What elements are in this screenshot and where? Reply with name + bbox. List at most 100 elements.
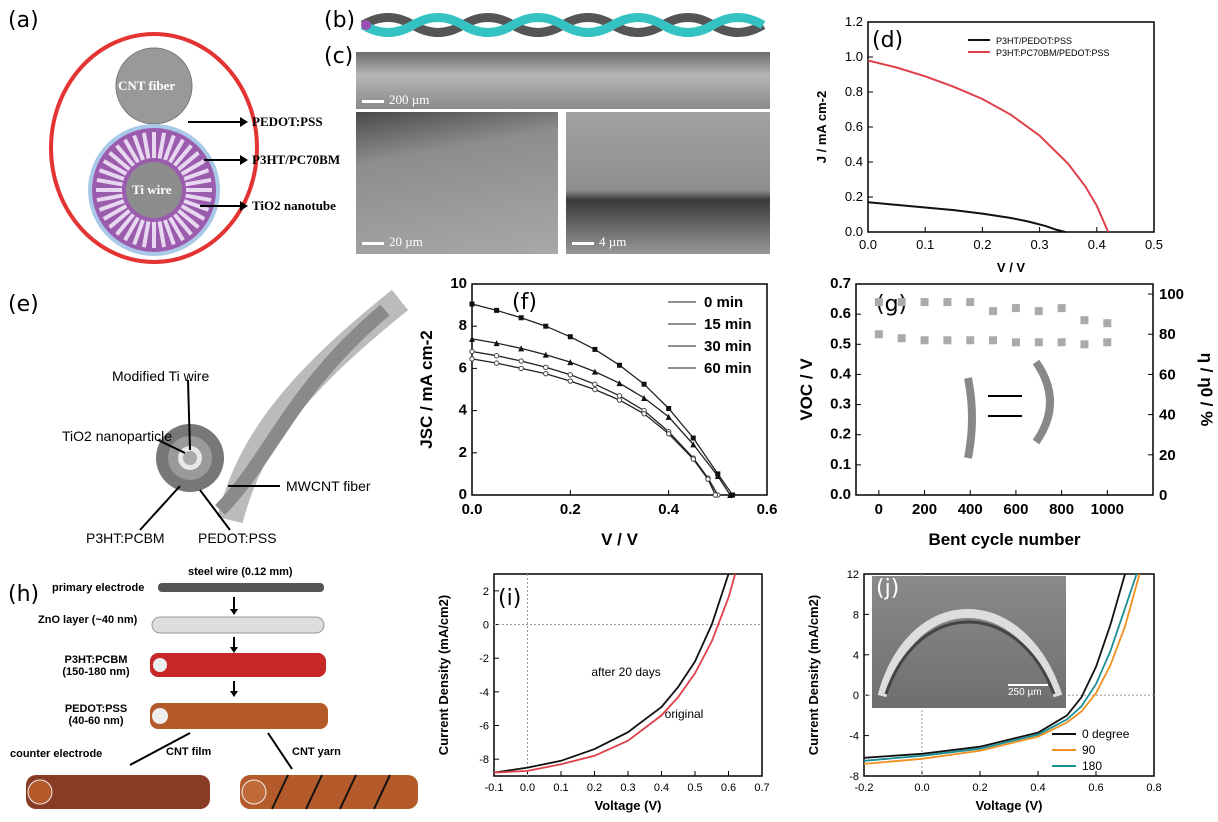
y-tick-label: 6 — [459, 359, 467, 376]
x-tick-label: 0.0 — [914, 782, 929, 794]
x-tick-label: 0.6 — [757, 501, 778, 518]
series-line-1 — [471, 338, 731, 496]
data-point — [469, 356, 475, 362]
data-point — [518, 345, 525, 352]
x-tick-label: 0.4 — [1030, 782, 1045, 794]
cnt-yarn-label: CNT yarn — [292, 746, 341, 758]
data-point — [518, 315, 524, 321]
panel-b-label: (b) — [324, 8, 356, 33]
legend-label: 60 min — [704, 360, 752, 377]
x-tick-label: 0.3 — [620, 782, 635, 794]
y-tick-label: 4 — [853, 650, 859, 662]
sem-image-right: 4 µm — [566, 112, 770, 254]
series-line-0 — [493, 573, 730, 774]
y2-tick-label: 0 — [1159, 487, 1167, 504]
x-tick-label: 200 — [912, 501, 937, 518]
y-axis-label: VOC / V — [797, 358, 816, 421]
eta-point — [1034, 338, 1043, 347]
zno-layer-label: ZnO layer (~40 nm) — [38, 614, 138, 626]
x-tick-label: 0.2 — [587, 782, 602, 794]
mwcnt-fiber-label: MWCNT fiber — [286, 478, 371, 494]
plot-frame — [863, 573, 1155, 777]
data-point — [543, 323, 549, 329]
data-point — [690, 441, 697, 448]
straight-fiber-icon — [964, 377, 976, 459]
y-tick-label: 10 — [450, 275, 467, 292]
y-tick-label: 0.1 — [830, 456, 851, 473]
x-tick-label: 0.5 — [1145, 237, 1163, 252]
y-tick-label: 1.2 — [845, 14, 863, 29]
data-point — [567, 378, 574, 384]
data-point — [690, 456, 696, 462]
data-point — [705, 476, 711, 482]
cnt-film-label: CNT film — [166, 746, 212, 758]
series-line-2 — [863, 573, 1138, 762]
tio2-nanoparticle-label: TiO2 nanoparticle — [62, 428, 172, 444]
chart-i: -0.1 0.0 0.1 0.2 0.3 0.4 0.5 0.6 0.7 -8 -6 -4 -2 0 2 Vo… — [436, 573, 770, 813]
legend-label: P3HT/PEDOT:PSS — [996, 36, 1072, 46]
eta-point — [943, 336, 952, 345]
data-point — [616, 397, 623, 403]
bent-fiber-icon — [1032, 359, 1054, 445]
y-tick-label: 0.4 — [830, 365, 852, 382]
series-line-1 — [493, 573, 737, 774]
y-tick-label: 2 — [459, 444, 467, 461]
p3ht-pcbm-label: P3HT:PCBM — [86, 530, 165, 546]
panel-e-label: (e) — [8, 292, 39, 317]
x-tick-label: 0.4 — [654, 782, 669, 794]
inset-scale-label: 250 µm — [1008, 684, 1048, 698]
voc-point — [1011, 304, 1020, 313]
panel-j-inset-sem: (j) 250 µm — [872, 576, 1066, 708]
panel-h-label: (h) — [8, 582, 40, 607]
x-axis-label: Bent cycle number — [928, 530, 1080, 549]
panel-f-label: (f) — [512, 290, 537, 315]
y-tick-label: -8 — [849, 771, 859, 783]
x-tick-label: -0.1 — [485, 782, 504, 794]
eta-point — [897, 334, 906, 343]
data-point — [712, 492, 719, 498]
pedot-label: PEDOT:PSS — [252, 114, 323, 129]
tio2-label: TiO2 nanotube — [252, 198, 336, 213]
data-point — [665, 413, 672, 420]
data-point — [666, 405, 672, 411]
x-tick-label: 0.2 — [560, 501, 581, 518]
pedot-layer-label: PEDOT:PSS (40-60 nm) — [64, 703, 128, 727]
x-tick-label: 0 — [875, 501, 883, 518]
eta-point — [1057, 338, 1066, 347]
y-tick-label: 0.2 — [845, 189, 863, 204]
y-tick-label: 0.3 — [830, 396, 851, 413]
p3ht-layer-label: P3HT:PCBM (150-180 nm) — [62, 654, 130, 678]
data-point — [518, 365, 524, 372]
y-tick-label: 0.2 — [830, 426, 851, 443]
y-tick-label: 0.5 — [830, 335, 851, 352]
x-tick-label: 0.0 — [520, 782, 535, 794]
x-tick-label: 0.3 — [1031, 237, 1049, 252]
voc-point — [966, 298, 975, 307]
panel-i-label: (i) — [498, 586, 522, 611]
panel-a-label: (a) — [8, 8, 39, 33]
data-point — [493, 360, 500, 366]
y-tick-label: -2 — [479, 653, 489, 665]
x-tick-label: 0.1 — [553, 782, 568, 794]
x-tick-label: 0.5 — [687, 782, 702, 794]
data-point — [617, 362, 622, 368]
y-tick-label: 1.0 — [845, 49, 863, 64]
data-point — [592, 386, 598, 393]
plot-frame — [471, 283, 768, 496]
y-axis-label: J / mA cm-2 — [814, 91, 829, 164]
data-point — [493, 340, 500, 347]
x-tick-label: 0.1 — [916, 237, 934, 252]
data-point — [715, 471, 721, 477]
counter-electrode-label: counter electrode — [10, 748, 103, 760]
legend-label: 90 — [1082, 743, 1096, 757]
x-tick-label: 0.0 — [462, 501, 483, 518]
x-tick-label: 1000 — [1091, 501, 1124, 518]
sem-image-top: 200 µm — [356, 52, 770, 109]
data-point — [567, 359, 574, 366]
data-point — [591, 368, 598, 375]
y-tick-label: 4 — [459, 402, 468, 419]
ti-wire-label: Ti wire — [132, 182, 172, 197]
y-tick-label: 8 — [853, 609, 859, 621]
x-tick-label: 0.2 — [973, 237, 991, 252]
y-axis-label: Current Density (mA/cm2) — [806, 595, 821, 755]
